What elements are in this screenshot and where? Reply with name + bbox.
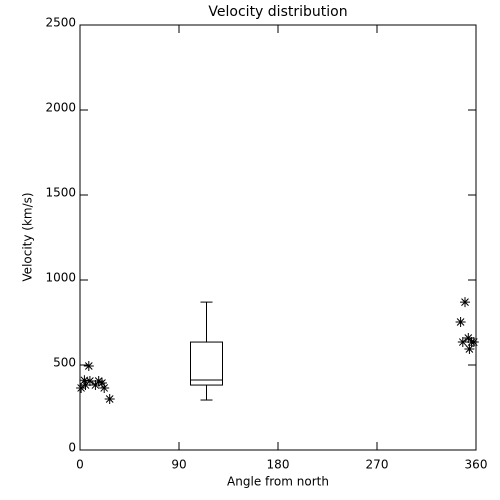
point: [93, 375, 104, 386]
point: [464, 344, 475, 355]
point: [460, 297, 470, 308]
point: [97, 378, 107, 389]
x-tick-label: 270: [366, 458, 389, 472]
x-tick-label: 0: [76, 458, 84, 472]
point: [76, 382, 87, 393]
point: [84, 375, 95, 386]
point: [104, 394, 115, 404]
plot-frame: [79, 24, 477, 451]
y-tick-label: 0: [68, 441, 76, 455]
x-tick-label: 90: [171, 458, 186, 472]
y-tick-label: 500: [53, 356, 76, 370]
point: [79, 375, 90, 386]
y-tick-label: 1500: [45, 186, 76, 200]
point: [80, 380, 91, 391]
point: [455, 316, 466, 327]
y-axis-label: Velocity (km/s): [21, 192, 35, 281]
point: [83, 361, 94, 372]
x-tick-label: 360: [465, 458, 488, 472]
y-tick-label: 2500: [45, 16, 76, 30]
y-tick-label: 2000: [45, 101, 76, 115]
y-tick-label: 1000: [45, 271, 76, 285]
chart-title: Velocity distribution: [208, 4, 347, 20]
point: [463, 332, 474, 343]
box: [190, 341, 223, 386]
point: [90, 380, 101, 391]
point: [99, 382, 110, 393]
point: [468, 337, 479, 348]
x-tick-label: 180: [267, 458, 290, 472]
point: [457, 337, 468, 348]
x-axis-label: Angle from north: [227, 475, 329, 489]
